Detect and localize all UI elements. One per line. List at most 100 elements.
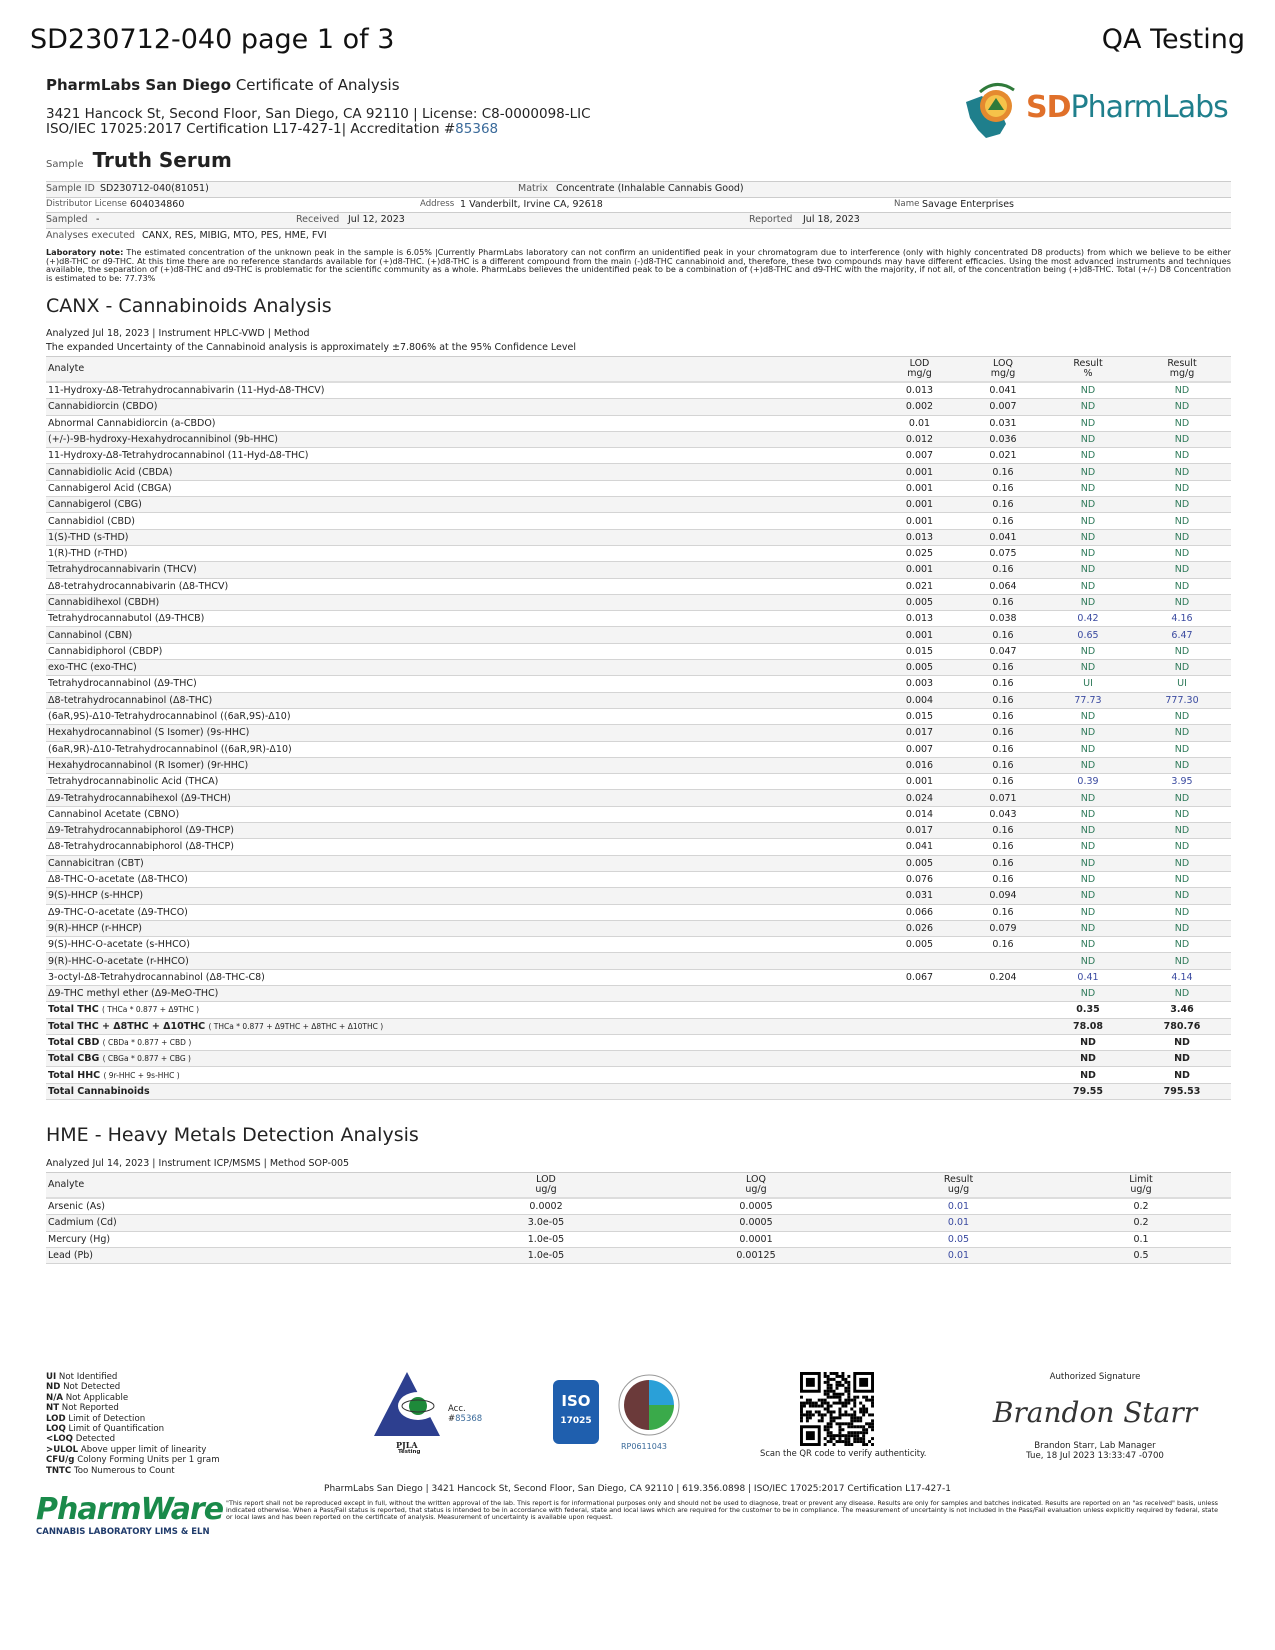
limit-value: 0.2 xyxy=(1051,1214,1231,1232)
analyte-name: exo-THC (exo-THC) xyxy=(46,659,876,677)
result-percent: ND xyxy=(1043,985,1133,1003)
pjla-logo-icon xyxy=(374,1372,440,1436)
legend-desc: Not Detected xyxy=(63,1382,121,1393)
logo-pharmlabs: PharmLabs xyxy=(1070,90,1229,125)
analyte-name: (6aR,9S)-Δ10-Tetrahydrocannabinol ((6aR,… xyxy=(46,708,876,726)
accreditation-link[interactable]: 85368 xyxy=(455,121,499,137)
total-name: Total THC xyxy=(48,1004,99,1016)
result-percent: 0.65 xyxy=(1043,626,1133,644)
total-label: Total HHC ( 9r-HHC + 9s-HHC ) xyxy=(46,1066,876,1084)
canx-analyzed: Analyzed Jul 18, 2023 | Instrument HPLC-… xyxy=(46,328,310,339)
table-row: Cannabidiol (CBD) 0.001 0.16 ND ND xyxy=(46,512,1231,530)
loq-value xyxy=(963,1050,1043,1068)
sdpharmlabs-logo: SDPharmLabs xyxy=(960,80,1230,140)
result-percent: ND xyxy=(1043,789,1133,807)
total-name: Total HHC xyxy=(48,1069,101,1081)
analyte-name: Arsenic (As) xyxy=(46,1198,446,1216)
lod-value: 0.001 xyxy=(876,512,963,530)
signature-image: Brandon Starr xyxy=(992,1396,1198,1429)
result-percent: ND xyxy=(1043,838,1133,856)
table-row: 3-octyl-Δ8-Tetrahydrocannabinol (Δ8-THC-… xyxy=(46,969,1231,986)
signature-date: Tue, 18 Jul 2023 13:33:47 -0700 xyxy=(1026,1451,1164,1461)
analyte-name: Lead (Pb) xyxy=(46,1247,446,1265)
footer-disclaimer: "This report shall not be reproduced exc… xyxy=(226,1499,1218,1521)
sample-name: Truth Serum xyxy=(92,148,232,172)
loq-value: 0.064 xyxy=(963,578,1043,595)
lod-value: 0.001 xyxy=(876,626,963,644)
result-percent: ND xyxy=(1043,904,1133,921)
loq-value: 0.079 xyxy=(963,920,1043,938)
table-row: Cadmium (Cd) 3.0e-05 0.0005 0.01 0.2 xyxy=(46,1214,1231,1232)
legend-item: UI Not Identified xyxy=(46,1372,220,1382)
loq-value xyxy=(963,1018,1043,1035)
result-percent: ND xyxy=(1043,398,1133,416)
abbreviation-legend: UI Not Identified ND Not Detected N/A Not … xyxy=(46,1372,220,1476)
limit-value: 0.1 xyxy=(1051,1231,1231,1248)
total-formula: ( THCa * 0.877 + Δ9THC + Δ8THC + Δ10THC … xyxy=(208,1021,384,1031)
limit-value: 0.5 xyxy=(1051,1247,1231,1265)
result-percent: ND xyxy=(1043,496,1133,514)
result-mg-g: ND xyxy=(1133,952,1231,970)
loq-value: 0.16 xyxy=(963,757,1043,775)
legend-item: >ULOL Above upper limit of linearity xyxy=(46,1445,220,1455)
analyte-name: Cannabidiol (CBD) xyxy=(46,512,876,530)
dea-badge: RP0611043 xyxy=(616,1372,686,1452)
loq-value: 0.036 xyxy=(963,431,1043,449)
legend-abbr: LOD xyxy=(46,1413,66,1424)
result-mg-g: UI xyxy=(1133,675,1231,693)
iso-17025-badge: ISO 17025 xyxy=(553,1380,599,1444)
result-mg-g: ND xyxy=(1133,594,1231,612)
analyte-name: 11-Hydroxy-Δ8-Tetrahydrocannabivarin (11… xyxy=(46,382,876,400)
result-percent: ND xyxy=(1043,578,1133,595)
iso-number: 17025 xyxy=(560,1416,592,1426)
total-mg-g: 795.53 xyxy=(1133,1083,1231,1101)
lab-address: 3421 Hancock St, Second Floor, San Diego… xyxy=(46,106,591,122)
lod-value: 0.017 xyxy=(876,822,963,840)
analyte-name: 1(S)-THD (s-THD) xyxy=(46,529,876,546)
table-row: Tetrahydrocannabutol (Δ9-THCB) 0.013 0.038… xyxy=(46,610,1231,628)
result-percent: UI xyxy=(1043,675,1133,693)
result-mg-g: ND xyxy=(1133,708,1231,726)
lod-value: 0.017 xyxy=(876,724,963,742)
table-row: Δ9-Tetrahydrocannabiphorol (Δ9-THCP) 0.01… xyxy=(46,822,1231,840)
lod-value: 0.001 xyxy=(876,561,963,579)
table-row: 11-Hydroxy-Δ8-Tetrahydrocannabivarin (11… xyxy=(46,382,1231,400)
table-row: (+/-)-9B-hydroxy-Hexahydrocannibinol (9b… xyxy=(46,431,1231,449)
total-percent: ND xyxy=(1043,1066,1133,1084)
column-header: LOQ mg/g xyxy=(963,356,1043,383)
reported-date: Jul 18, 2023 xyxy=(803,214,860,225)
loq-value: 0.041 xyxy=(963,382,1043,400)
loq-value xyxy=(963,1034,1043,1052)
table-row: Cannabigerol Acid (CBGA) 0.001 0.16 ND ND xyxy=(46,480,1231,498)
lod-value xyxy=(876,1018,963,1035)
doc-type: Certificate of Analysis xyxy=(235,76,400,94)
total-label: Total THC + Δ8THC + Δ10THC ( THCa * 0.87… xyxy=(46,1018,876,1035)
result-percent: ND xyxy=(1043,855,1133,872)
result-value: 0.01 xyxy=(866,1247,1051,1265)
pjla-acc-link[interactable]: 85368 xyxy=(455,1414,483,1424)
result-mg-g: ND xyxy=(1133,920,1231,938)
loq-value: 0.071 xyxy=(963,789,1043,807)
table-row: Arsenic (As) 0.0002 0.0005 0.01 0.2 xyxy=(46,1198,1231,1216)
signature-label: Authorized Signature xyxy=(1049,1372,1141,1382)
qr-code[interactable] xyxy=(800,1372,874,1446)
total-mg-g: ND xyxy=(1133,1066,1231,1084)
lod-value: 0.003 xyxy=(876,675,963,693)
lod-value: 0.001 xyxy=(876,480,963,498)
total-label: Total CBD ( CBDa * 0.877 + CBD ) xyxy=(46,1034,876,1052)
loq-value: 0.16 xyxy=(963,724,1043,742)
analyte-name: Δ9-THC methyl ether (Δ9-MeO-THC) xyxy=(46,985,876,1003)
pjla-badge: Acc. #85368 PJLA Testing xyxy=(372,1370,502,1456)
total-mg-g: ND xyxy=(1133,1050,1231,1068)
legend-abbr: NT xyxy=(46,1403,60,1414)
loq-value xyxy=(963,1083,1043,1101)
total-row: Total CBD ( CBDa * 0.877 + CBD ) ND ND xyxy=(46,1034,1231,1052)
column-header: Limit ug/g xyxy=(1051,1172,1231,1199)
result-percent: ND xyxy=(1043,724,1133,742)
total-percent: ND xyxy=(1043,1034,1133,1052)
loq-value: 0.041 xyxy=(963,529,1043,546)
column-header: LOQ ug/g xyxy=(646,1172,866,1199)
table-row: 1(R)-THD (r-THD) 0.025 0.075 ND ND xyxy=(46,545,1231,563)
result-mg-g: ND xyxy=(1133,904,1231,921)
result-percent: ND xyxy=(1043,822,1133,840)
